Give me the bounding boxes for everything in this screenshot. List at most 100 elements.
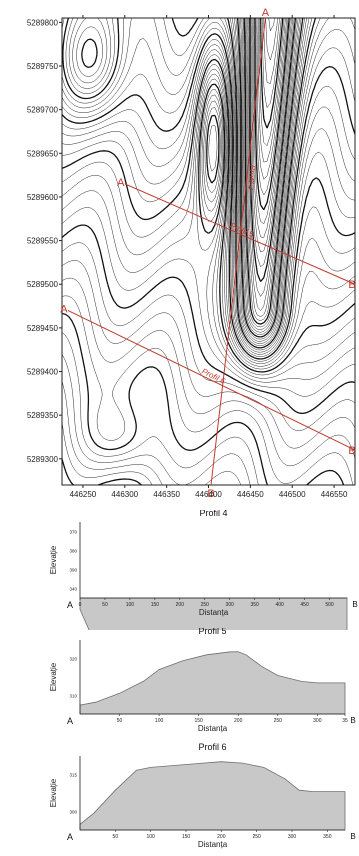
contour-line: [62, 49, 355, 367]
profile-line: [67, 309, 356, 451]
x-tick-label: 446550: [321, 490, 348, 499]
x-tick-label: 150: [194, 718, 203, 724]
x-tick-label: 35: [342, 718, 348, 724]
profile-start-label: A: [67, 600, 73, 610]
contour-line: [62, 68, 355, 379]
x-axis-label: Distanța: [198, 724, 228, 733]
x-tick-label: 350: [323, 834, 332, 840]
profile-start-label: A: [262, 7, 270, 19]
x-tick-label: 250: [252, 834, 261, 840]
y-tick-label: 370: [69, 530, 77, 535]
x-tick-label: 300: [288, 834, 297, 840]
x-tick-label: 50: [117, 718, 123, 724]
x-tick-label: 446350: [153, 490, 180, 499]
x-tick-label: 250: [274, 718, 283, 724]
chart-title: Profil 6: [198, 742, 226, 752]
x-tick-label: 100: [126, 602, 135, 608]
y-tick-label: 5289350: [27, 411, 59, 420]
y-tick-label: 300: [69, 810, 77, 815]
profile-name-label: Profil 4: [245, 164, 257, 190]
contour-line: [62, 21, 355, 355]
contour-line: [62, 54, 355, 370]
y-tick-label: 5289750: [27, 62, 59, 71]
contour-line: [248, 18, 297, 297]
x-tick-label: 446400: [195, 490, 222, 499]
x-axis-label: Distanța: [198, 840, 228, 849]
contour-line: [245, 18, 302, 321]
contour-line: [62, 18, 355, 349]
y-tick-label: 390: [69, 568, 77, 573]
contour-line: [249, 18, 297, 282]
contour-line: [62, 73, 355, 383]
y-tick-label: 5289500: [27, 280, 59, 289]
x-tick-label: 450: [300, 602, 309, 608]
x-axis-label: Distanța: [199, 608, 229, 617]
x-tick-label: 250: [201, 602, 210, 608]
x-tick-label: 400: [275, 602, 284, 608]
contour-line: [62, 94, 355, 449]
contour-line: [258, 18, 286, 163]
y-tick-label: 320: [69, 657, 77, 662]
y-tick-label: 380: [69, 549, 77, 554]
contour-line: [62, 64, 355, 376]
y-axis-label: Elevație: [49, 545, 58, 574]
x-tick-label: 446450: [237, 490, 264, 499]
x-tick-label: 100: [155, 718, 164, 724]
contour-line: [62, 18, 355, 351]
contour-line: [240, 18, 310, 333]
profile-start-label: A: [67, 716, 73, 726]
profile-end-label: B: [352, 600, 357, 609]
x-tick-label: 50: [113, 834, 119, 840]
x-tick-label: 150: [151, 602, 160, 608]
x-tick-label: 300: [313, 718, 322, 724]
y-axis-label: Elevație: [49, 778, 58, 807]
contour-line: [62, 125, 259, 485]
profile-end-label: B: [350, 716, 355, 725]
contour-line: [62, 107, 354, 485]
chart-title: Profil 5: [198, 628, 226, 636]
contour-line: [62, 38, 355, 362]
y-tick-label: 5289300: [27, 455, 59, 464]
contour-line: [72, 18, 355, 342]
x-tick-label: 0: [79, 602, 82, 608]
contour-line: [76, 18, 321, 340]
contour-line: [62, 458, 142, 485]
contour-line: [259, 18, 285, 146]
contour-line: [246, 18, 300, 317]
profile-line: [210, 17, 266, 486]
profile-start-label: A: [67, 832, 73, 842]
x-tick-label: 200: [176, 602, 185, 608]
y-axis-label: Elevație: [49, 662, 58, 691]
contour-line: [62, 78, 355, 397]
y-tick-label: 5289600: [27, 193, 59, 202]
contour-line: [81, 18, 317, 338]
x-tick-label: 446300: [111, 490, 138, 499]
contour-line: [256, 18, 288, 180]
y-tick-label: 315: [69, 773, 77, 778]
elevation-area: [79, 597, 348, 630]
contour-line: [62, 44, 355, 365]
x-tick-label: 200: [234, 718, 243, 724]
contour-line: [251, 18, 294, 253]
elevation-area: [79, 651, 346, 715]
contour-line: [62, 33, 355, 360]
contour-line: [62, 381, 242, 485]
contour-line: [62, 114, 345, 485]
y-tick-label: 5289550: [27, 237, 59, 246]
profile-end-label: B: [348, 279, 355, 291]
contour-line: [62, 422, 153, 485]
contour-line: [68, 18, 355, 344]
contour-line: [254, 18, 290, 211]
contour-line: [62, 58, 355, 373]
x-tick-label: 300: [226, 602, 235, 608]
x-tick-label: 500: [325, 602, 334, 608]
contour-line: [247, 18, 299, 311]
x-tick-label: 100: [146, 834, 155, 840]
x-tick-label: 350: [251, 602, 260, 608]
y-tick-label: 5289400: [27, 368, 59, 377]
x-tick-label: 446500: [279, 490, 306, 499]
elevation-area: [79, 761, 346, 831]
contour-line: [65, 18, 355, 346]
y-tick-label: 5289800: [27, 18, 59, 27]
